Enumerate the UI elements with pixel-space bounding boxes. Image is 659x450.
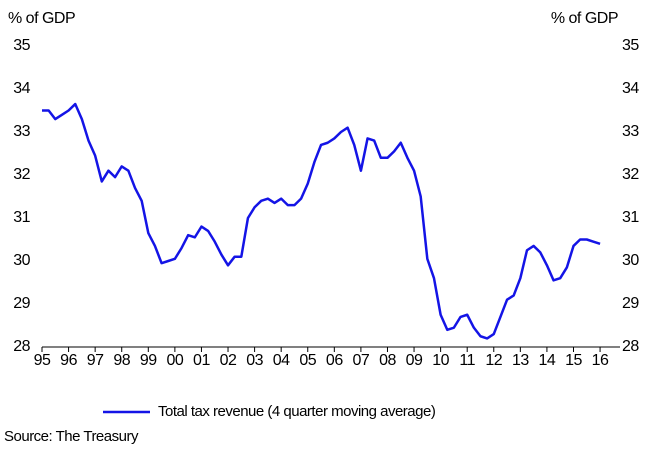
x-tick-label: 03 <box>246 352 263 369</box>
y2-tick-label: 32 <box>622 166 639 183</box>
y2-tick-label: 29 <box>622 295 639 312</box>
x-tick-label: 10 <box>432 352 449 369</box>
x-tick-label: 98 <box>113 352 130 369</box>
legend-label: Total tax revenue (4 quarter moving aver… <box>158 403 436 420</box>
x-tick-label: 14 <box>539 352 556 369</box>
x-tick-label: 15 <box>565 352 582 369</box>
y-tick-label: 35 <box>13 37 30 54</box>
y-tick-label: 29 <box>13 295 30 312</box>
y-tick-label: 33 <box>13 123 30 140</box>
x-tick-label: 02 <box>220 352 237 369</box>
y-tick-label: 31 <box>13 209 30 226</box>
x-tick-label: 11 <box>459 352 475 369</box>
x-tick-label: 97 <box>87 352 104 369</box>
source: Source: The Treasury <box>4 428 139 445</box>
x-tick-label: 99 <box>140 352 157 369</box>
y2-tick-label: 31 <box>622 209 639 226</box>
y-tick-label: 30 <box>13 252 30 269</box>
y-axis-title: % of GDP <box>8 10 75 27</box>
y2-tick-label: 35 <box>622 37 639 54</box>
x-tick-label: 09 <box>406 352 423 369</box>
x-tick-label: 00 <box>166 352 183 369</box>
x-tick-label: 01 <box>193 352 210 369</box>
y-tick-label: 32 <box>13 166 30 183</box>
y2-axis-title: % of GDP <box>551 10 618 27</box>
x-tick-label: 05 <box>299 352 316 369</box>
x-tick-label: 08 <box>379 352 396 369</box>
x-tick-label: 96 <box>60 352 77 369</box>
y2-tick-label: 28 <box>622 338 639 355</box>
x-tick-label: 16 <box>592 352 609 369</box>
x-tick-label: 12 <box>485 352 502 369</box>
y2-tick-label: 34 <box>622 80 639 97</box>
x-tick-label: 04 <box>273 352 290 369</box>
y2-tick-label: 30 <box>622 252 639 269</box>
y-tick-label: 34 <box>13 80 30 97</box>
x-tick-label: 06 <box>326 352 343 369</box>
y-tick-label: 28 <box>13 338 30 355</box>
series-line <box>42 102 601 340</box>
x-tick-label: 13 <box>512 352 529 369</box>
x-tick-label: 95 <box>34 352 51 369</box>
y2-tick-label: 33 <box>622 123 639 140</box>
x-tick-label: 07 <box>352 352 369 369</box>
